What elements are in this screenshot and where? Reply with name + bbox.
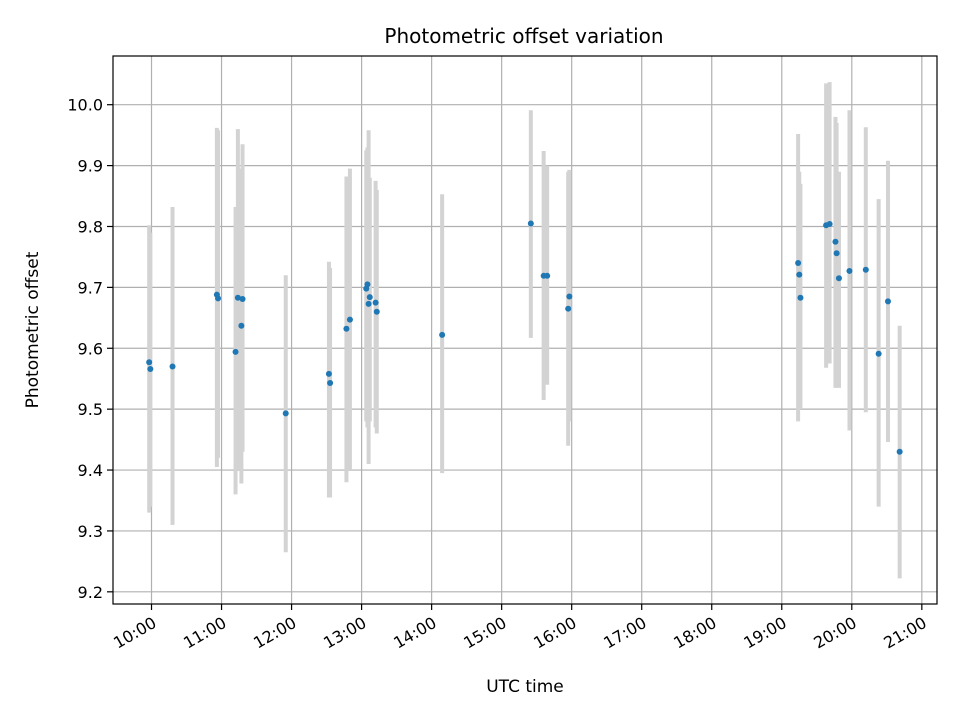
error-bars xyxy=(147,82,902,579)
data-point xyxy=(439,331,446,338)
x-tick-label: 14:00 xyxy=(390,613,439,653)
data-point xyxy=(826,221,833,228)
data-point xyxy=(896,448,903,455)
y-tick-label: 9.9 xyxy=(78,157,103,176)
x-tick-label: 18:00 xyxy=(670,613,719,653)
y-axis-label: Photometric offset xyxy=(23,251,43,408)
data-point xyxy=(169,363,176,370)
data-point xyxy=(372,299,379,306)
data-point xyxy=(884,298,891,305)
x-tick-label: 10:00 xyxy=(110,613,159,653)
y-tick-label: 9.2 xyxy=(78,583,103,602)
x-tick-label: 21:00 xyxy=(880,613,929,653)
x-tick-label: 17:00 xyxy=(600,613,649,653)
data-point xyxy=(282,410,289,417)
y-tick-label: 9.5 xyxy=(78,400,103,419)
y-tick-label: 9.6 xyxy=(78,339,103,358)
data-point xyxy=(833,250,840,257)
data-point xyxy=(544,272,551,279)
x-tick-label: 12:00 xyxy=(250,613,299,653)
data-point xyxy=(346,316,353,323)
data-point xyxy=(147,365,154,372)
data-point xyxy=(366,294,373,301)
data-point xyxy=(327,379,334,386)
data-point xyxy=(846,267,853,274)
data-point xyxy=(364,281,371,288)
data-point xyxy=(796,271,803,278)
data-point xyxy=(565,305,572,312)
data-point xyxy=(566,293,573,300)
y-axis-ticks: 9.2 9.3 9.4 9.5 9.6 9.7 9.8 9.9 10.0 xyxy=(67,96,113,602)
data-point xyxy=(343,325,350,332)
x-tick-label: 15:00 xyxy=(460,613,509,653)
y-tick-label: 9.8 xyxy=(78,217,103,236)
data-point xyxy=(862,266,869,273)
plot-frame xyxy=(112,55,938,605)
data-point xyxy=(832,238,839,245)
grid-lines xyxy=(113,56,937,604)
data-point xyxy=(373,308,380,315)
data-point xyxy=(527,220,534,227)
data-point xyxy=(875,350,882,357)
x-axis-ticks: 10:00 11:00 12:00 13:00 14:00 15:00 16:00 17:00… xyxy=(110,604,930,653)
data-point xyxy=(795,260,802,267)
data-point xyxy=(146,359,153,366)
data-point xyxy=(835,275,842,282)
x-axis-label: UTC time xyxy=(486,677,564,697)
data-point xyxy=(797,294,804,301)
data-point xyxy=(365,300,372,307)
chart-title: Photometric offset variation xyxy=(384,24,663,48)
y-tick-label: 9.7 xyxy=(78,278,103,297)
x-tick-label: 16:00 xyxy=(530,613,579,653)
data-point xyxy=(215,295,222,302)
data-points xyxy=(146,220,903,455)
data-point xyxy=(238,322,245,329)
data-point xyxy=(232,348,239,355)
y-tick-label: 10.0 xyxy=(67,96,103,115)
x-tick-label: 19:00 xyxy=(740,613,789,653)
data-point xyxy=(239,295,246,302)
x-tick-label: 11:00 xyxy=(180,613,229,653)
y-tick-label: 9.4 xyxy=(78,461,103,480)
x-tick-label: 20:00 xyxy=(810,613,859,653)
data-point xyxy=(234,294,241,301)
y-tick-label: 9.3 xyxy=(78,522,103,541)
x-tick-label: 13:00 xyxy=(320,613,369,653)
data-point xyxy=(325,370,332,377)
